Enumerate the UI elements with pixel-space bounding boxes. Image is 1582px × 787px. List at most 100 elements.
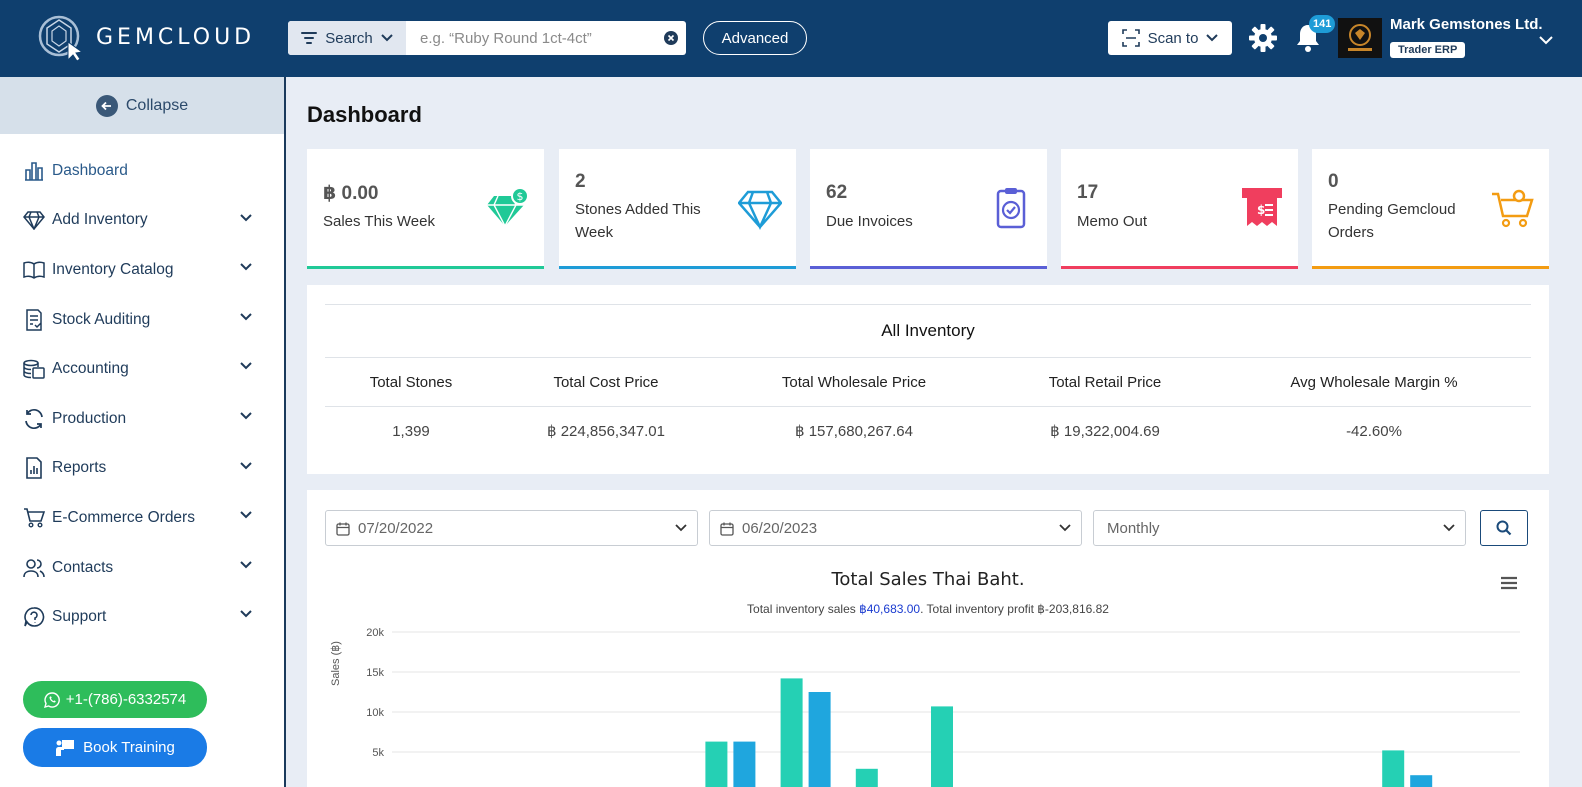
to-date-picker[interactable]: 06/20/2023 xyxy=(709,510,1082,546)
sidebar-item-production[interactable]: Production xyxy=(0,394,284,444)
apply-filter-button[interactable] xyxy=(1480,510,1528,546)
svg-text:$: $ xyxy=(1257,203,1265,217)
card-value: 0 xyxy=(1328,171,1339,192)
chart-bar[interactable] xyxy=(705,741,728,787)
cart-gear-icon xyxy=(1492,189,1534,228)
chart-bar[interactable] xyxy=(808,692,831,787)
period-select[interactable]: Monthly xyxy=(1093,510,1466,546)
search-icon xyxy=(1496,520,1512,536)
chevron-down-icon xyxy=(240,362,252,370)
inventory-summary-table: Total Stones Total Cost Price Total Whol… xyxy=(325,358,1531,455)
from-date-picker[interactable]: 07/20/2022 xyxy=(325,510,698,546)
sidebar-item-label: Stock Auditing xyxy=(52,310,151,328)
sidebar-item-label: Support xyxy=(52,608,107,626)
chart-bar[interactable] xyxy=(780,678,803,787)
calendar-icon xyxy=(720,522,734,536)
card-value: 62 xyxy=(826,182,848,203)
card-value: 2 xyxy=(575,171,586,192)
subtitle-mid: . Total inventory profit xyxy=(920,602,1038,616)
pending-orders-card[interactable]: 0 Pending Gemcloud Orders xyxy=(1312,149,1549,269)
sidebar-item-label: Accounting xyxy=(52,360,129,378)
sales-chart-panel: 07/20/2022 06/20/2023 Monthly Total Sale… xyxy=(307,490,1549,787)
chart-bar[interactable] xyxy=(1382,750,1405,787)
sidebar-item-accounting[interactable]: Accounting xyxy=(0,344,284,394)
chart-bar[interactable] xyxy=(855,768,878,787)
subtitle-prefix: Total inventory sales xyxy=(747,602,860,616)
memo-out-card[interactable]: 17 Memo Out $ xyxy=(1061,149,1298,269)
clear-search-button[interactable] xyxy=(656,21,686,55)
header-total-cost: Total Cost Price xyxy=(553,373,659,391)
calendar-icon xyxy=(336,522,350,536)
company-name: Mark Gemstones Ltd. xyxy=(1390,16,1543,33)
account-type-badge: Trader ERP xyxy=(1390,42,1466,58)
card-value: 17 xyxy=(1077,182,1099,203)
chart-subtitle: Total inventory sales ฿40,683.00. Total … xyxy=(307,602,1549,616)
hamburger-icon xyxy=(1501,576,1517,590)
period-value: Monthly xyxy=(1107,519,1160,537)
scan-to-dropdown[interactable]: Scan to xyxy=(1108,21,1232,55)
global-search: Search xyxy=(288,21,686,55)
inventory-title: All Inventory xyxy=(881,321,975,340)
checklist-icon xyxy=(22,308,46,332)
stones-added-card[interactable]: 2 Stones Added This Week xyxy=(559,149,796,269)
sidebar-item-contacts[interactable]: Contacts xyxy=(0,543,284,593)
sidebar-item-inventory-catalog[interactable]: Inventory Catalog xyxy=(0,245,284,295)
header-avg-margin: Avg Wholesale Margin % xyxy=(1290,373,1458,391)
close-circle-icon xyxy=(664,31,678,45)
chevron-down-icon xyxy=(240,511,252,519)
sidebar-item-label: Contacts xyxy=(52,558,114,576)
chart-bar[interactable] xyxy=(931,706,953,787)
due-invoices-card[interactable]: 62 Due Invoices xyxy=(810,149,1047,269)
page-title: Dashboard xyxy=(307,102,422,127)
search-type-dropdown[interactable]: Search xyxy=(288,21,406,55)
sidebar-item-label: Inventory Catalog xyxy=(52,260,174,278)
chart-bar[interactable] xyxy=(733,741,756,787)
bar-chart-icon xyxy=(22,159,46,183)
clipboard-check-icon xyxy=(996,188,1026,229)
chevron-down-icon xyxy=(240,561,252,569)
all-inventory-panel: All Inventory Total Stones Total Cost Pr… xyxy=(307,285,1549,474)
refresh-icon xyxy=(22,407,46,431)
whatsapp-button[interactable]: +1-(786)-6332574 xyxy=(23,681,207,718)
sidebar-item-label: Reports xyxy=(52,459,107,477)
book-training-label: Book Training xyxy=(83,739,175,756)
chart-menu-button[interactable] xyxy=(1500,576,1518,595)
card-label: Due Invoices xyxy=(826,213,913,230)
sidebar-item-dashboard[interactable]: Dashboard xyxy=(0,146,284,196)
chevron-down-icon xyxy=(1059,524,1071,532)
filter-icon xyxy=(301,32,318,44)
sidebar-item-reports[interactable]: Reports xyxy=(0,444,284,494)
chevron-down-icon xyxy=(1206,34,1219,42)
search-input[interactable] xyxy=(406,21,656,55)
header-total-stones: Total Stones xyxy=(369,373,453,391)
scan-icon xyxy=(1121,29,1140,47)
value-total-wholesale: ฿ 157,680,267.64 xyxy=(795,423,913,440)
sidebar-item-label: Dashboard xyxy=(52,161,128,179)
chevron-down-icon xyxy=(240,461,252,469)
user-menu-toggle[interactable] xyxy=(1539,32,1553,50)
chevron-down-icon xyxy=(1539,36,1553,45)
receipt-icon: $ xyxy=(1242,188,1282,226)
settings-button[interactable] xyxy=(1248,23,1278,58)
card-label: Sales This Week xyxy=(323,213,435,230)
to-date-value: 06/20/2023 xyxy=(742,519,818,537)
sidebar-item-support[interactable]: Support xyxy=(0,592,284,642)
sidebar-item-add-inventory[interactable]: Add Inventory xyxy=(0,196,284,246)
sidebar: Collapse Dashboard Add Inventory Invento… xyxy=(0,77,286,787)
diamond-icon xyxy=(22,208,46,232)
gemcloud-logo[interactable]: GEMCLOUD xyxy=(38,12,255,62)
arrow-left-icon xyxy=(95,94,118,117)
chevron-down-icon xyxy=(240,263,252,271)
chart-bar[interactable] xyxy=(1410,775,1433,787)
book-training-button[interactable]: Book Training xyxy=(23,728,207,767)
company-avatar[interactable] xyxy=(1338,18,1382,58)
sales-this-week-card[interactable]: ฿ 0.00 Sales This Week $ xyxy=(307,149,544,269)
whatsapp-label: +1-(786)-6332574 xyxy=(65,691,187,708)
diamond-icon xyxy=(738,190,782,230)
gem-logo-icon xyxy=(38,15,84,62)
sidebar-item-ecommerce-orders[interactable]: E-Commerce Orders xyxy=(0,493,284,543)
sidebar-item-stock-auditing[interactable]: Stock Auditing xyxy=(0,295,284,345)
collapse-sidebar-button[interactable]: Collapse xyxy=(0,77,284,134)
total-sales-value: ฿40,683.00 xyxy=(859,602,921,616)
advanced-search-button[interactable]: Advanced xyxy=(703,21,807,55)
